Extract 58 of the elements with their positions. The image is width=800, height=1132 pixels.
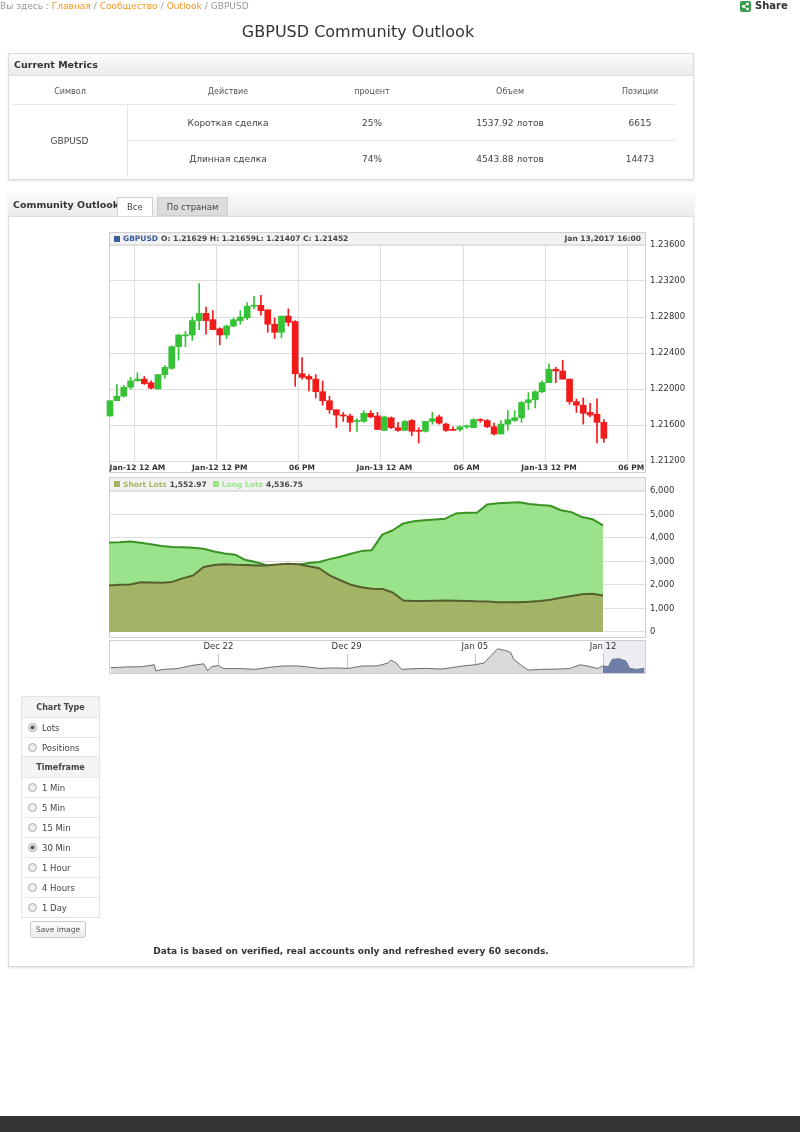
y-tick-label: 6,000 xyxy=(650,485,675,496)
y-tick-label: 4,000 xyxy=(650,532,675,543)
y-tick-label: 5,000 xyxy=(650,508,675,519)
text: Current Metrics xyxy=(9,54,693,76)
text: Короткая сделка xyxy=(187,117,269,128)
text: / xyxy=(160,1,164,11)
text: 6615 xyxy=(628,117,652,128)
category-label: Объем xyxy=(495,85,525,98)
tab: По странам xyxy=(156,197,229,216)
text: Chart Type xyxy=(22,697,99,717)
category-label: Позиции xyxy=(620,85,660,98)
text: GBPUSD xyxy=(50,135,89,146)
text: 4543.88 лотов xyxy=(476,153,544,164)
text: Главная xyxy=(51,1,91,11)
tab: Все xyxy=(117,197,153,216)
text: Community Outlook xyxy=(13,199,120,210)
category-label: Действие xyxy=(206,85,250,98)
text: Сообщество xyxy=(99,1,158,11)
text: Вы здесь : xyxy=(0,1,49,11)
text: Data is based on verified, real accounts only and refreshed every 60 seconds. xyxy=(152,946,550,956)
x-tick-label: Jan 05 xyxy=(460,641,489,652)
x-tick-label: Dec 29 xyxy=(331,641,362,652)
text: GBPUSD Community Outlook xyxy=(240,22,476,41)
category-label: 1 Day xyxy=(42,902,67,913)
category-label: 15 Min xyxy=(42,822,71,833)
y-tick-label: 0 xyxy=(650,626,656,637)
category-label: Символ xyxy=(53,85,87,98)
y-tick-label: 2,000 xyxy=(650,579,675,590)
text: Длинная сделка xyxy=(189,153,267,164)
y-tick-label: 1.22800 xyxy=(650,311,686,322)
category-label: 1 Min xyxy=(42,782,66,793)
x-tick-label: Jan 12 xyxy=(588,641,617,652)
x-tick-label: Dec 22 xyxy=(203,641,234,652)
text: Share xyxy=(755,0,788,11)
category-label: 1 Hour xyxy=(42,862,71,873)
category-label: 4 Hours xyxy=(42,882,76,893)
text: 25% xyxy=(361,117,382,128)
text: / xyxy=(204,1,208,11)
text: 1537.92 лотов xyxy=(476,117,544,128)
y-tick-label: 1.21200 xyxy=(650,455,686,466)
y-tick-label: 1.23200 xyxy=(650,275,686,286)
category-label: Positions xyxy=(42,742,80,753)
y-tick-label: 3,000 xyxy=(650,555,675,566)
y-tick-label: 1,000 xyxy=(650,602,675,613)
category-label: 5 Min xyxy=(42,802,66,813)
text: 74% xyxy=(361,153,382,164)
text: / xyxy=(93,1,97,11)
category-label: Lots xyxy=(42,722,60,733)
text: Outlook xyxy=(166,1,202,11)
y-tick-label: 1.23600 xyxy=(650,239,686,250)
y-tick-label: 1.22400 xyxy=(650,347,686,358)
category-label: процент xyxy=(353,85,391,98)
y-tick-label: 1.22000 xyxy=(650,383,686,394)
text: Timeframe xyxy=(22,757,99,777)
text: GBPUSD xyxy=(210,1,249,11)
y-tick-label: 1.21600 xyxy=(650,419,686,430)
text: 14473 xyxy=(625,153,655,164)
category-label: 30 Min xyxy=(42,842,71,853)
